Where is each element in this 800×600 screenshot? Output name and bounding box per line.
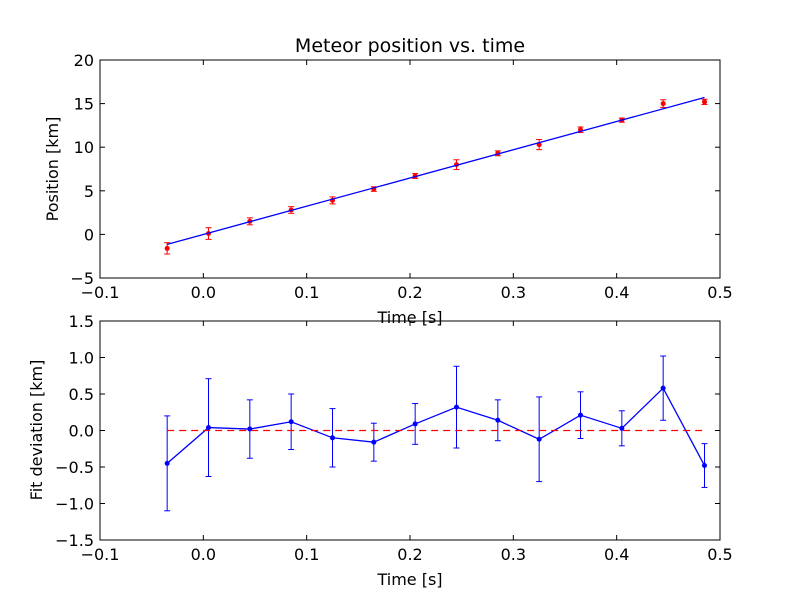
y-tick-label: 15 (74, 95, 94, 114)
deviation-chart: −0.1 0.0 0.1 0.2 0.3 0.4 0.5 −1.5 −1.0 −0.5 0.0 0.5… (27, 312, 733, 589)
y-tick-label: −1.5 (55, 531, 94, 550)
deviation-line (166, 387, 706, 466)
x-tick-label: 0.1 (294, 545, 319, 564)
data-point (288, 419, 294, 425)
deviation-ticks: −0.1 0.0 0.1 0.2 0.3 0.4 0.5 −1.5 −1.0 −0.5 0.0 0.5… (55, 312, 733, 564)
x-tick-label: 0.3 (501, 283, 526, 302)
data-point (619, 425, 625, 431)
data-point (702, 463, 707, 469)
data-point (164, 245, 170, 251)
data-point (454, 404, 459, 410)
x-tick-label: 0.5 (707, 545, 732, 564)
data-point (578, 412, 583, 418)
position-ticks: −0.1 0.0 0.1 0.2 0.3 0.4 0.5 −5 0 5 10 15 20 (70, 51, 732, 302)
data-point (371, 439, 377, 445)
y-tick-label: −5 (70, 269, 94, 288)
data-point (412, 421, 418, 427)
data-point (206, 425, 211, 431)
y-tick-label: 20 (74, 51, 94, 70)
data-point (536, 436, 542, 442)
y-tick-label: 5 (84, 182, 94, 201)
chart-title: Meteor position vs. time (295, 35, 525, 57)
data-point (660, 101, 666, 107)
x-tick-label: 0.2 (397, 283, 422, 302)
x-tick-label: 0.4 (604, 283, 629, 302)
y-tick-label: 1.5 (69, 312, 94, 331)
data-point (330, 435, 335, 441)
y-tick-label: 0 (84, 225, 94, 244)
y-axis-label: Fit deviation [km] (27, 360, 46, 501)
y-tick-label: 0.5 (69, 385, 94, 404)
x-axis-label: Time [s] (376, 570, 442, 589)
x-tick-label: 0.2 (397, 545, 422, 564)
y-tick-label: 1.0 (69, 349, 94, 368)
data-point (660, 385, 666, 391)
x-tick-label: 0.5 (707, 283, 732, 302)
x-tick-label: 0.4 (604, 545, 629, 564)
x-tick-label: −0.1 (81, 283, 120, 302)
x-axis-label: Time [s] (376, 308, 442, 327)
y-tick-label: −1.0 (55, 495, 94, 514)
fit-line (166, 96, 705, 245)
y-tick-label: −0.5 (55, 458, 94, 477)
x-tick-label: −0.1 (81, 545, 120, 564)
data-point (702, 99, 707, 105)
data-point (247, 426, 253, 432)
y-tick-label: 10 (74, 138, 94, 157)
data-point (495, 417, 501, 423)
y-axis-label: Position [km] (43, 117, 62, 222)
y-tick-label: 0.0 (69, 422, 94, 441)
data-point (164, 460, 170, 466)
deviation-marks (164, 355, 708, 512)
x-tick-label: 0.0 (191, 283, 216, 302)
x-tick-label: 0.0 (191, 545, 216, 564)
x-tick-label: 0.1 (294, 283, 319, 302)
position-marks (164, 96, 708, 255)
x-tick-label: 0.3 (501, 545, 526, 564)
position-chart: Meteor position vs. time −0.1 0.0 0.1 0.2 0.… (43, 35, 733, 327)
